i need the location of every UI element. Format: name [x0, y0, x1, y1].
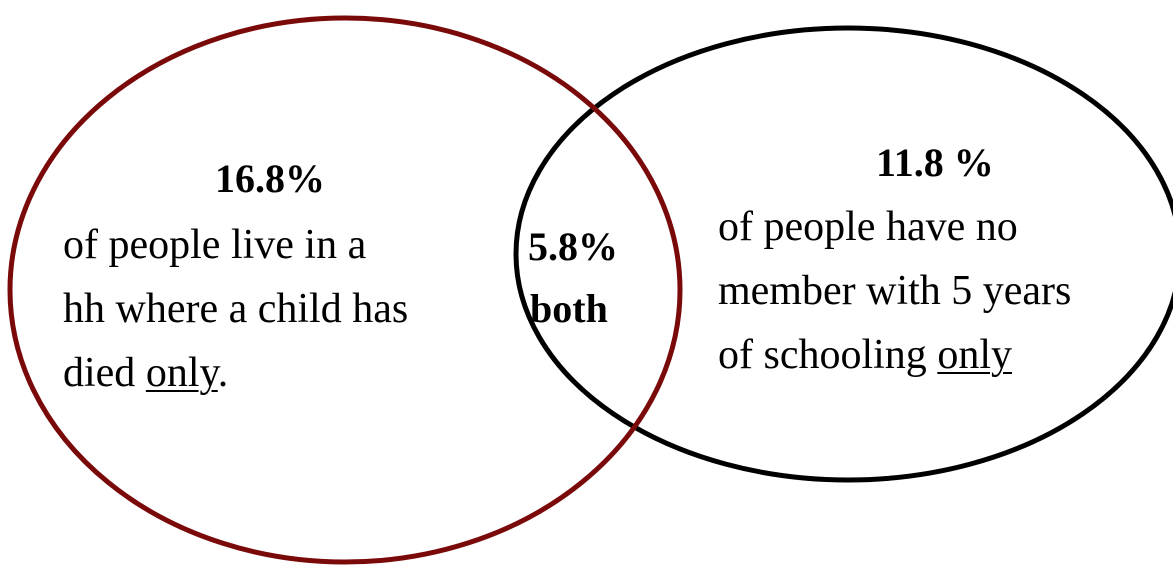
right-set-ellipse	[513, 25, 1173, 483]
right-line-1: of people have no	[718, 204, 1018, 250]
right-line-3: of schooling only	[718, 328, 1012, 382]
left-set-ellipse	[7, 15, 683, 565]
left-line-3: died only.	[63, 346, 228, 400]
overlap-percent: 5.8%	[528, 224, 618, 269]
left-line-2: hh where a child has	[63, 286, 409, 332]
right-line-2: member with 5 years	[718, 268, 1072, 314]
left-line-3-end: .	[217, 350, 229, 396]
right-percent: 11.8 %	[876, 140, 994, 185]
left-percent: 16.8%	[215, 156, 325, 201]
left-line-1: of people live in a	[63, 222, 367, 268]
right-only-emphasis: only	[937, 332, 1012, 378]
overlap-label: both	[530, 286, 608, 331]
right-line-3-text: of schooling	[718, 332, 938, 378]
left-only-emphasis: only	[145, 350, 218, 396]
left-line-3-text: died	[63, 350, 146, 396]
